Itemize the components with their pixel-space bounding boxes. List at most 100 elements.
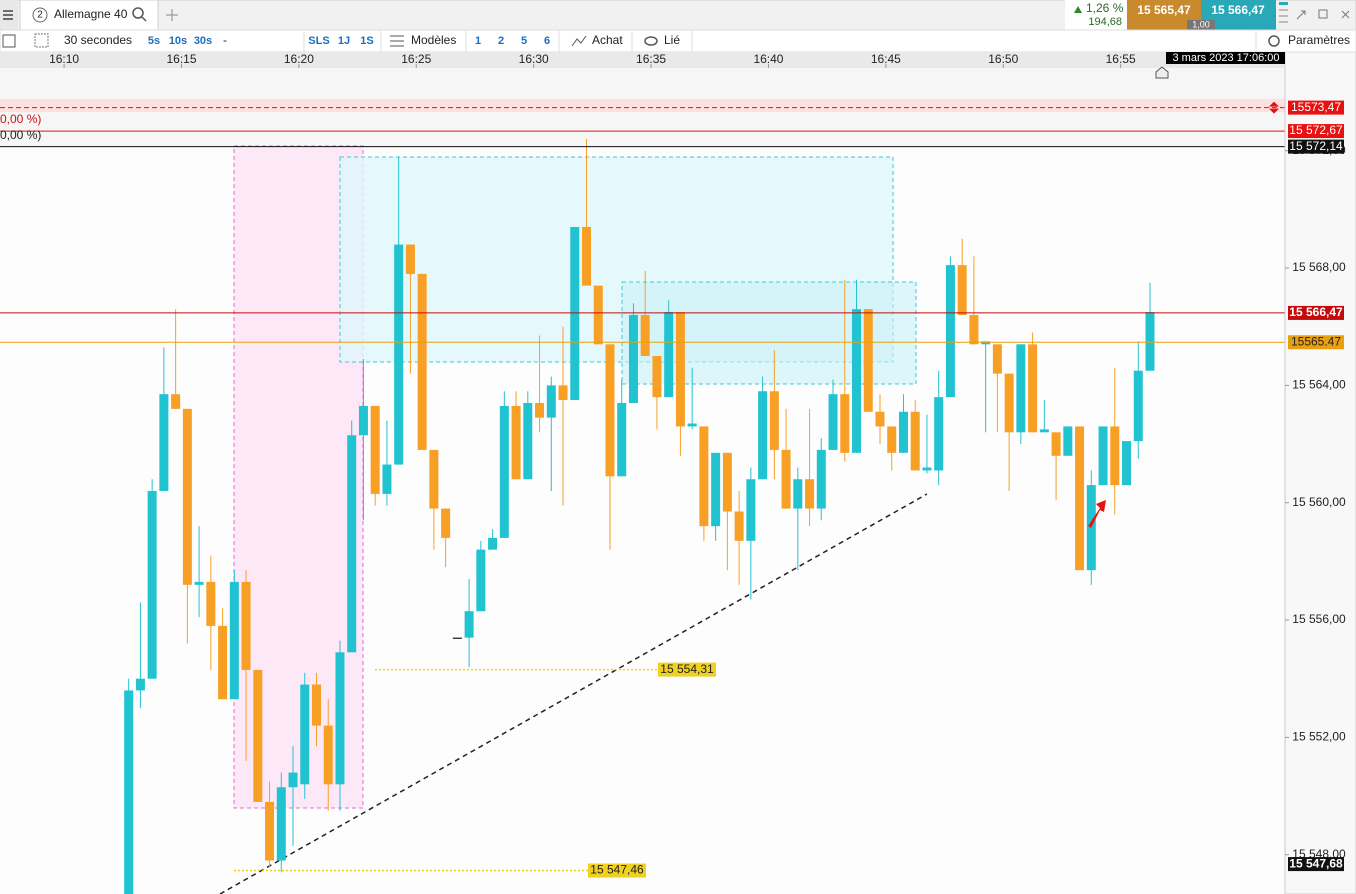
- candle-body: [241, 581, 251, 670]
- candle-body: [347, 435, 357, 653]
- y-tick-label: 15 560,00: [1292, 495, 1346, 509]
- candle-body: [182, 408, 192, 585]
- icon-bar: [1279, 2, 1288, 5]
- level-label-box: [658, 662, 716, 677]
- candle-body: [1051, 432, 1061, 456]
- level-label-box: [1288, 305, 1344, 320]
- search-glass: [132, 7, 144, 19]
- candle-body: [1039, 429, 1049, 433]
- popout-icon[interactable]: [1318, 9, 1328, 19]
- expand-icon[interactable]: [1296, 10, 1306, 20]
- price-axis: [1284, 51, 1356, 894]
- candle-body: [382, 464, 392, 494]
- window-icons[interactable]: [1279, 2, 1350, 23]
- candle-body: [758, 391, 768, 480]
- trend-line: [219, 493, 928, 894]
- candle-body: [828, 394, 838, 450]
- level-label: 15565.47: [1291, 334, 1341, 348]
- count-button[interactable]: 1: [475, 35, 481, 47]
- buy[interactable]: Achat: [592, 33, 623, 47]
- candle-body: [206, 581, 216, 626]
- bid-price: 15 565,47: [1137, 3, 1191, 17]
- settings-icon: [1268, 35, 1280, 47]
- candle-body: [394, 244, 404, 465]
- interval-button[interactable]: 30s: [194, 35, 212, 47]
- level-label-box: [1288, 857, 1344, 872]
- level-label-box: [1288, 100, 1344, 115]
- candle-body: [229, 581, 239, 700]
- candle-body: [593, 285, 603, 345]
- candle-body: [734, 511, 744, 541]
- candle-body: [171, 394, 181, 409]
- candle-body: [887, 426, 897, 453]
- interval-button[interactable]: SLS: [308, 35, 329, 47]
- candle-body: [992, 344, 1002, 374]
- candle-body: [840, 394, 850, 453]
- menu-lines: [3, 10, 13, 20]
- candle-body: [711, 452, 721, 527]
- candle-body: [722, 452, 732, 512]
- list-icon[interactable]: [2, 34, 16, 48]
- add-tab[interactable]: [166, 9, 178, 21]
- time-axis: [0, 52, 1285, 68]
- candle-body: [311, 684, 321, 726]
- models[interactable]: Modèles: [411, 33, 456, 47]
- candle-body: [417, 273, 427, 450]
- candle-body: [664, 312, 674, 398]
- interval-button[interactable]: 10s: [169, 35, 187, 47]
- level-label: 15 547,68: [1289, 856, 1343, 870]
- x-tick-label: 16:15: [166, 52, 196, 66]
- count-button[interactable]: 5: [521, 35, 527, 47]
- level-label: 15 547,46: [590, 863, 644, 877]
- candle-body: [805, 479, 815, 509]
- count-button[interactable]: 2: [498, 35, 504, 47]
- x-tick-label: 16:25: [401, 52, 431, 66]
- candle-body: [464, 611, 474, 638]
- candle-body: [582, 226, 592, 286]
- layout-icon[interactable]: [34, 33, 49, 48]
- tab-badge: [32, 7, 48, 23]
- level-label-box: [1288, 335, 1344, 350]
- y-tick-label: 15 552,00: [1292, 730, 1346, 744]
- candle-body: [546, 385, 556, 418]
- interval[interactable]: 30 secondes: [64, 33, 132, 47]
- candle-body: [769, 391, 779, 450]
- candle-body: [675, 312, 685, 427]
- percent-label: 0,00 %): [0, 112, 41, 126]
- interval-button[interactable]: 1J: [338, 35, 350, 47]
- candle-body: [523, 402, 533, 480]
- linked[interactable]: Lié: [664, 33, 680, 47]
- x-tick-label: 16:45: [871, 52, 901, 66]
- y-tick-label: 15 556,00: [1292, 612, 1346, 626]
- candle-body: [934, 397, 944, 471]
- interval-button[interactable]: 1S: [360, 35, 373, 47]
- up-triangle: [1074, 6, 1082, 13]
- x-tick-label: 16:10: [49, 52, 79, 66]
- count-button[interactable]: 6: [544, 35, 550, 47]
- percent-label: 0,00 %): [0, 128, 41, 142]
- candle-body: [405, 244, 415, 274]
- interval-button[interactable]: -: [223, 33, 227, 47]
- interval-button[interactable]: 5s: [148, 35, 160, 47]
- change-percent: 1,26 %: [1086, 1, 1124, 15]
- candle-body: [488, 537, 498, 550]
- candle-body: [605, 344, 615, 477]
- candle-body: [781, 449, 791, 509]
- candle-body: [499, 405, 509, 538]
- candle-body: [300, 684, 310, 785]
- candle-body: [816, 449, 826, 509]
- change-box: [1065, 0, 1127, 30]
- menu-icon[interactable]: [0, 0, 18, 30]
- cursor-time: 3 mars 2023 17:06:00: [1172, 52, 1279, 64]
- home-marker: [1155, 66, 1169, 79]
- candle-body: [1016, 344, 1026, 433]
- settings[interactable]: Paramètres: [1288, 33, 1350, 47]
- tab-number: 2: [37, 10, 43, 21]
- search-icon[interactable]: [132, 7, 147, 22]
- candle-body: [652, 356, 662, 398]
- level-label-box: [1288, 139, 1344, 154]
- candle-body: [1028, 344, 1038, 433]
- close-icon[interactable]: [1341, 10, 1350, 19]
- level-label: 15 554,31: [660, 662, 714, 676]
